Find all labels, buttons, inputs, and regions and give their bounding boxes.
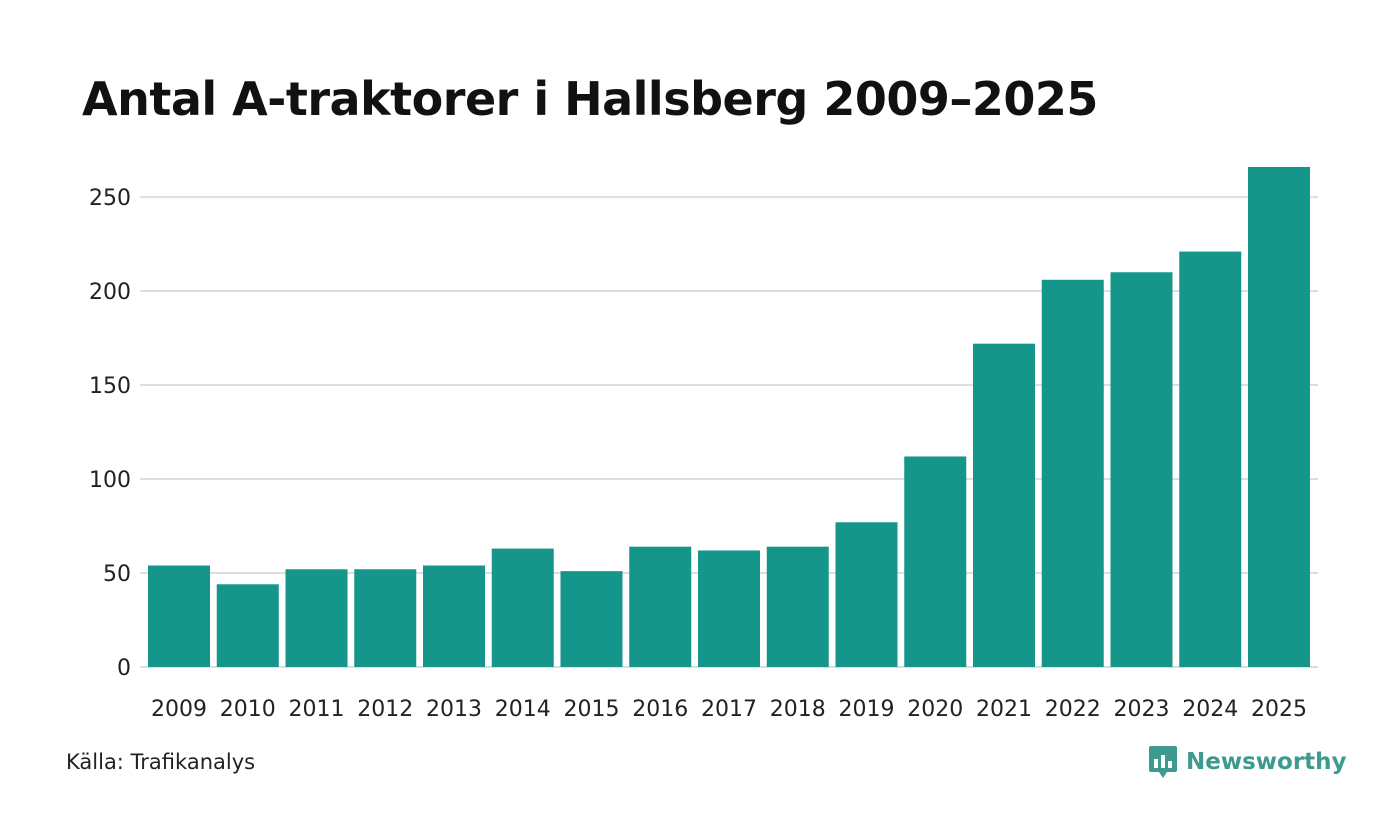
source-note: Källa: Trafikanalys [66, 750, 256, 774]
bar-2011 [285, 569, 348, 667]
bar-2016 [629, 546, 692, 667]
y-tick-label: 100 [89, 468, 131, 493]
x-tick-label: 2014 [495, 697, 551, 722]
bar-2019 [835, 522, 898, 667]
x-tick-label: 2009 [151, 697, 207, 722]
x-tick-label: 2012 [357, 697, 413, 722]
x-tick-label: 2016 [632, 697, 688, 722]
x-tick-label: 2020 [907, 697, 963, 722]
x-tick-label: 2018 [770, 697, 826, 722]
x-tick-label: 2017 [701, 697, 757, 722]
x-tick-label: 2015 [564, 697, 620, 722]
bar-2020 [904, 456, 967, 667]
bar-2012 [354, 569, 417, 667]
x-tick-label: 2023 [1114, 697, 1170, 722]
x-tick-label: 2013 [426, 697, 482, 722]
bar-2017 [698, 550, 760, 667]
x-tick-label: 2011 [289, 697, 345, 722]
bars [148, 167, 1310, 667]
x-tick-label: 2025 [1251, 697, 1307, 722]
x-tick-label: 2019 [839, 697, 895, 722]
bar-2024 [1179, 251, 1242, 667]
bar-2022 [1041, 279, 1104, 667]
x-axis-ticks: 2009 2010 2011 2012 2013 2014 2015 2016 2017 2018… [151, 697, 1307, 722]
bar-2025 [1248, 167, 1310, 667]
y-tick-label: 200 [89, 280, 131, 305]
bar-2015 [560, 571, 623, 667]
newsworthy-logo-icon [1149, 746, 1177, 778]
x-tick-label: 2024 [1182, 697, 1238, 722]
y-tick-label: 250 [89, 186, 131, 211]
x-tick-label: 2022 [1045, 697, 1101, 722]
y-tick-label: 150 [89, 374, 131, 399]
y-tick-label: 50 [103, 562, 131, 587]
bar-2010 [216, 584, 279, 667]
bar-2013 [423, 565, 485, 667]
bar-2014 [491, 548, 554, 667]
x-tick-label: 2021 [976, 697, 1032, 722]
y-tick-label: 0 [117, 656, 131, 681]
y-axis-ticks: 0 50 100 150 200 250 [89, 186, 131, 681]
bar-2021 [973, 343, 1035, 667]
bar-2023 [1110, 272, 1173, 667]
brand-logo: Newsworthy [1148, 744, 1347, 780]
x-tick-label: 2010 [220, 697, 276, 722]
chart-title: Antal A-traktorer i Hallsberg 2009–2025 [82, 72, 1098, 126]
brand-name: Newsworthy [1186, 749, 1347, 775]
bar-2009 [148, 565, 210, 667]
bar-2018 [766, 546, 829, 667]
